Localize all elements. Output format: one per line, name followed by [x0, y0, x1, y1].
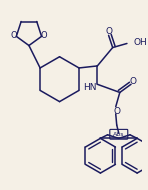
- Text: O: O: [11, 31, 18, 40]
- FancyBboxPatch shape: [110, 129, 128, 139]
- Text: O: O: [113, 107, 120, 116]
- Text: O: O: [40, 31, 47, 40]
- Text: OH: OH: [133, 38, 147, 47]
- Text: O: O: [130, 77, 137, 86]
- Text: HN: HN: [83, 83, 97, 92]
- Text: O: O: [105, 27, 112, 36]
- Text: Abs: Abs: [113, 132, 124, 137]
